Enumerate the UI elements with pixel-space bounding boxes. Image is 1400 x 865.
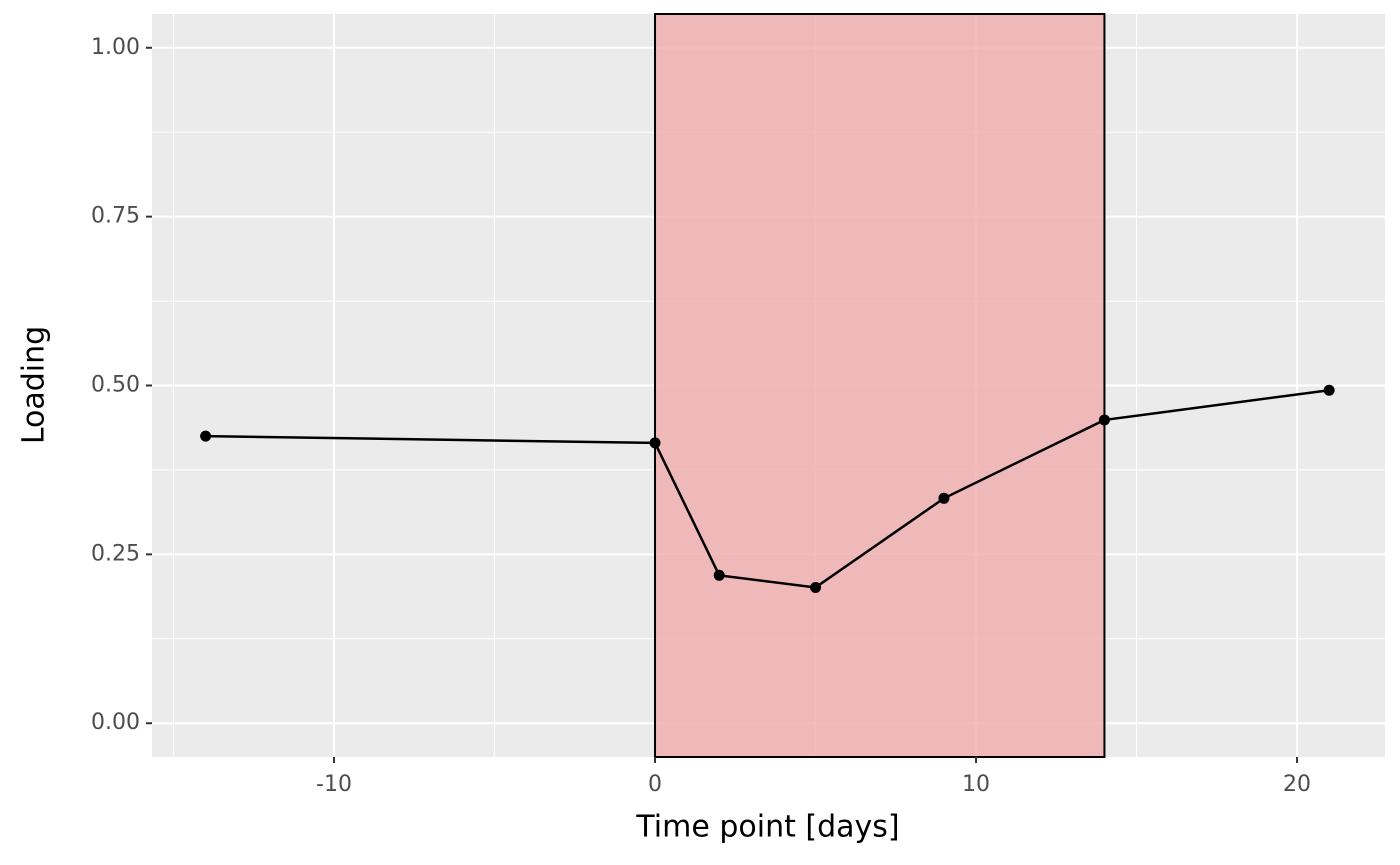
point: [1098, 414, 1110, 426]
y-tick-label: 1.00: [91, 35, 140, 60]
point: [713, 569, 725, 581]
y-tick-label: 0.00: [91, 710, 140, 735]
x-tick-label: -10: [316, 772, 352, 797]
x-tick-label: 20: [1283, 772, 1311, 797]
point: [810, 581, 822, 593]
marks: [200, 13, 1335, 758]
x-tick-label: 10: [962, 772, 990, 797]
y-tick-label: 0.25: [91, 541, 140, 566]
point: [938, 492, 950, 504]
x-tick-label: 0: [648, 772, 662, 797]
x-axis-title: Time point [days]: [635, 810, 899, 845]
point: [1323, 384, 1335, 396]
y-tick-label: 0.75: [91, 204, 140, 229]
y-axis-title: Loading: [17, 326, 52, 444]
shaded-interval: [654, 13, 1106, 758]
point: [649, 437, 661, 449]
point: [200, 430, 212, 442]
y-tick-label: 0.50: [91, 373, 140, 398]
